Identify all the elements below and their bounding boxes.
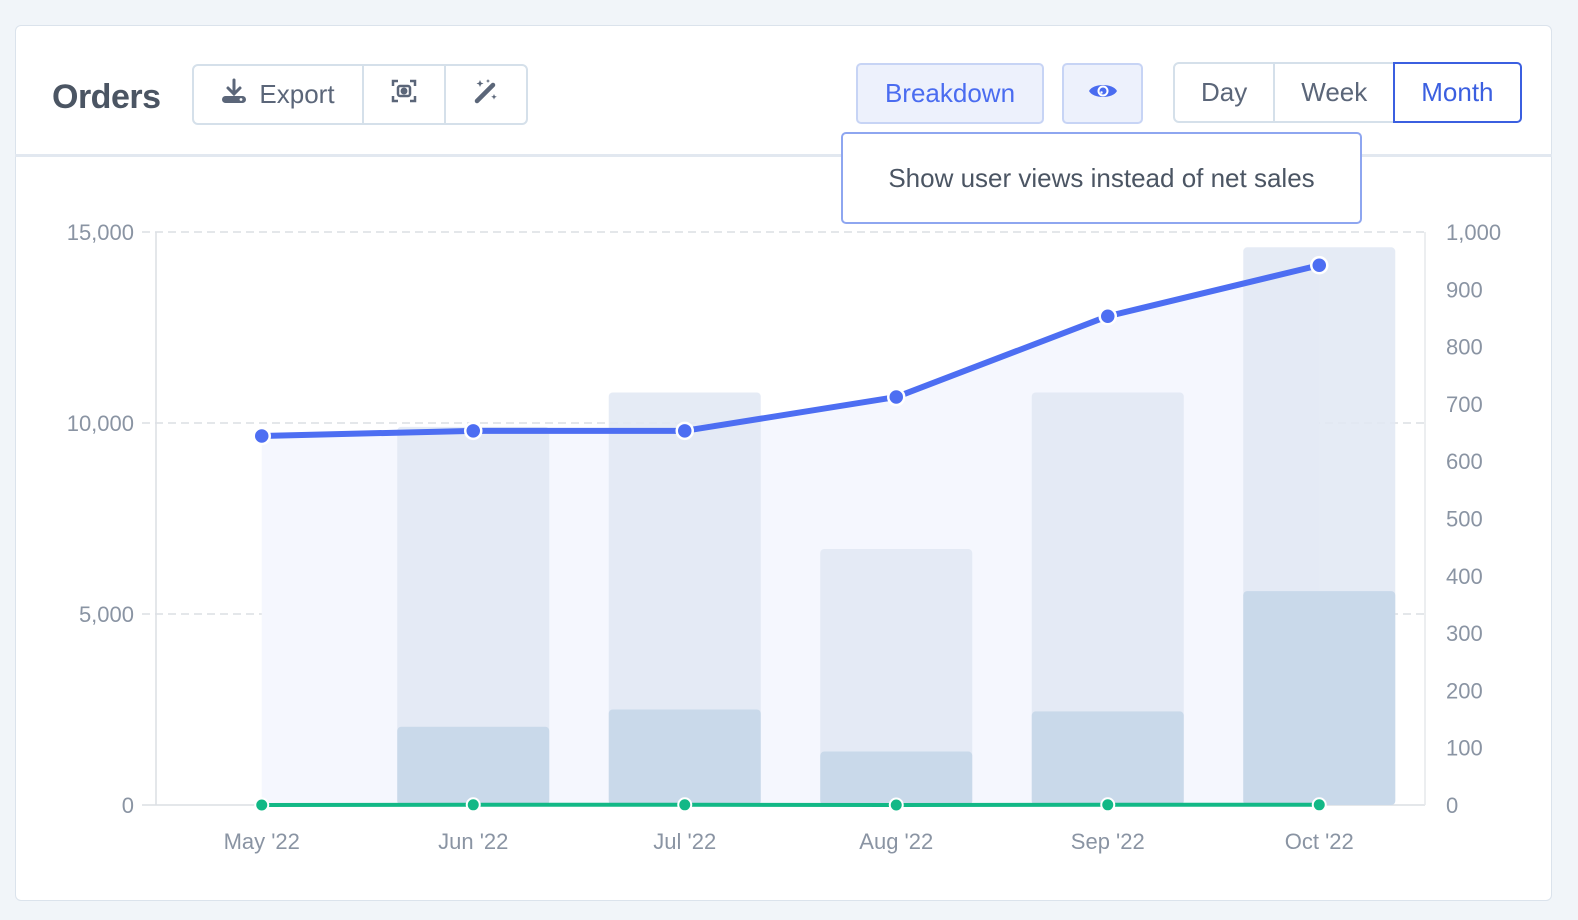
bar-part <box>1031 711 1184 805</box>
green-point <box>677 797 693 813</box>
bar-total <box>1031 392 1184 805</box>
views-line <box>261 262 1320 439</box>
magic-wand-icon <box>472 77 500 112</box>
screenshot-icon <box>391 78 417 111</box>
green-point <box>465 797 481 813</box>
export-button[interactable]: Export <box>194 66 362 123</box>
screenshot-button[interactable] <box>362 66 444 123</box>
x-axis-tick: Jun '22 <box>438 829 508 854</box>
views-point <box>464 421 483 441</box>
bar-total <box>397 426 550 805</box>
period-selector: Day Week Month <box>1173 62 1522 123</box>
views-toggle-button[interactable] <box>1062 63 1143 124</box>
right-axis-tick: 0 <box>1446 793 1458 818</box>
right-axis-tick: 800 <box>1446 335 1483 360</box>
x-axis-tick: May '22 <box>224 829 300 854</box>
x-axis-tick: Sep '22 <box>1071 829 1145 854</box>
x-axis-tick: Oct '22 <box>1285 829 1354 854</box>
bar-total <box>608 392 761 805</box>
green-point <box>1311 797 1327 813</box>
left-axis-tick: 5,000 <box>79 602 134 627</box>
bar-total <box>820 549 973 805</box>
views-point <box>1098 306 1117 326</box>
left-axis-tick: 0 <box>122 793 134 818</box>
bar-part <box>1243 591 1396 805</box>
right-axis-tick: 700 <box>1446 392 1483 417</box>
right-axis-tick: 300 <box>1446 621 1483 646</box>
export-label: Export <box>259 79 335 109</box>
x-axis-tick: Jul '22 <box>653 829 716 854</box>
views-point <box>1310 255 1329 275</box>
header-divider <box>15 154 1552 157</box>
x-axis-tick: Aug '22 <box>859 829 933 854</box>
views-point <box>252 426 271 446</box>
tools-group: Export <box>192 64 528 125</box>
eye-icon <box>1088 80 1118 107</box>
left-axis-tick: 10,000 <box>67 411 134 436</box>
breakdown-button[interactable]: Breakdown <box>856 63 1044 124</box>
right-axis-tick: 100 <box>1446 736 1483 761</box>
period-month-button[interactable]: Month <box>1393 62 1522 123</box>
views-point <box>675 421 694 441</box>
bar-part <box>397 726 550 805</box>
right-axis-tick: 1,000 <box>1446 220 1501 245</box>
green-point <box>254 797 270 813</box>
bar-part <box>608 709 761 805</box>
right-axis-tick: 600 <box>1446 449 1483 474</box>
right-axis-tick: 200 <box>1446 678 1483 703</box>
left-axis-tick: 15,000 <box>67 220 134 245</box>
right-axis-tick: 500 <box>1446 507 1483 532</box>
bar-part <box>820 751 973 805</box>
green-point <box>888 797 904 813</box>
views-point <box>887 387 906 407</box>
page-title: Orders <box>52 78 161 116</box>
right-axis-tick: 400 <box>1446 564 1483 589</box>
magic-button[interactable] <box>444 66 526 123</box>
download-icon <box>221 78 247 111</box>
right-axis-tick: 900 <box>1446 277 1483 302</box>
period-week-button[interactable]: Week <box>1273 64 1393 121</box>
period-day-button[interactable]: Day <box>1201 77 1248 107</box>
tooltip: Show user views instead of net sales <box>841 132 1362 224</box>
green-point <box>1100 797 1116 813</box>
